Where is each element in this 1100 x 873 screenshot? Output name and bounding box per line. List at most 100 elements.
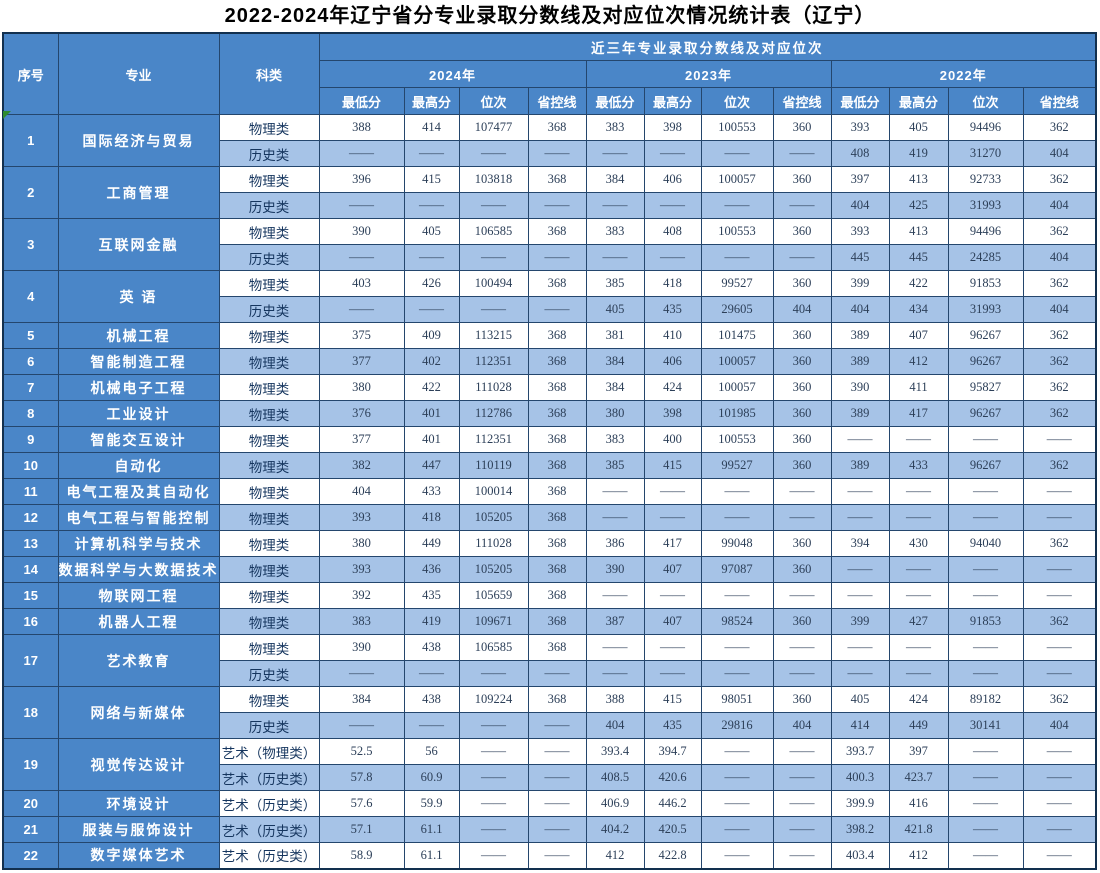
score-value-cell: 418 — [643, 270, 702, 297]
subject-category: 历史类 — [218, 192, 320, 219]
score-value-cell: 368 — [527, 322, 587, 349]
score-value-cell: 383 — [585, 218, 645, 245]
score-value-cell: —— — [458, 660, 529, 687]
score-value-cell: 98524 — [700, 608, 774, 635]
header-rank-2024: 位次 — [458, 87, 529, 115]
score-value-cell: 110119 — [458, 452, 529, 479]
score-value-cell: 377 — [318, 426, 405, 453]
score-value-cell: —— — [1022, 426, 1097, 453]
score-value-cell: —— — [527, 244, 587, 271]
score-value-cell: 107477 — [458, 114, 529, 141]
score-value-cell: 362 — [1022, 348, 1097, 375]
score-value-cell: 111028 — [458, 374, 529, 401]
score-value-cell: —— — [947, 426, 1024, 453]
score-value-cell: 433 — [403, 478, 460, 505]
score-value-cell: 31270 — [947, 140, 1024, 167]
score-value-cell: 360 — [772, 686, 832, 713]
major-name: 智能交互设计 — [57, 426, 220, 453]
score-value-cell: 382 — [318, 452, 405, 479]
score-value-cell: 433 — [888, 452, 949, 479]
score-value-cell: —— — [585, 634, 645, 661]
major-name: 物联网工程 — [57, 582, 220, 609]
score-value-cell: —— — [643, 140, 702, 167]
score-value-cell: —— — [947, 582, 1024, 609]
score-value-cell: —— — [458, 738, 529, 765]
header-seq: 序号 — [2, 32, 59, 115]
score-value-cell: 360 — [772, 400, 832, 427]
score-value-cell: 385 — [585, 270, 645, 297]
score-value-cell: 399 — [830, 608, 890, 635]
score-value-cell: 94496 — [947, 218, 1024, 245]
score-value-cell: 390 — [318, 634, 405, 661]
score-value-cell: 100494 — [458, 270, 529, 297]
header-span: 近三年专业录取分数线及对应位次 — [318, 32, 1097, 61]
score-value-cell: 413 — [888, 218, 949, 245]
score-value-cell: —— — [1022, 556, 1097, 583]
score-value-cell: 360 — [772, 218, 832, 245]
row-seq-number: 19 — [2, 738, 59, 791]
row-seq-number: 15 — [2, 582, 59, 609]
score-value-cell: 407 — [643, 556, 702, 583]
subject-category: 物理类 — [218, 478, 320, 505]
score-value-cell: —— — [643, 634, 702, 661]
score-value-cell: —— — [643, 244, 702, 271]
subject-category: 物理类 — [218, 218, 320, 245]
score-value-cell: —— — [700, 140, 774, 167]
score-value-cell: 360 — [772, 166, 832, 193]
subject-category: 物理类 — [218, 530, 320, 557]
score-value-cell: —— — [888, 660, 949, 687]
score-value-cell: —— — [585, 660, 645, 687]
score-value-cell: 415 — [403, 166, 460, 193]
score-value-cell: —— — [585, 244, 645, 271]
score-value-cell: —— — [947, 738, 1024, 765]
score-value-cell: —— — [458, 816, 529, 843]
row-seq-number: 2 — [2, 166, 59, 219]
score-value-cell: 362 — [1022, 218, 1097, 245]
score-value-cell: 404 — [830, 296, 890, 323]
score-value-cell: 387 — [585, 608, 645, 635]
major-name: 电气工程及其自动化 — [57, 478, 220, 505]
score-value-cell: 103818 — [458, 166, 529, 193]
score-value-cell: —— — [527, 842, 587, 869]
score-value-cell: 368 — [527, 400, 587, 427]
table-row: 10 自动化 物理类 382 447 110119 368 385 415 99527 360 389… — [2, 452, 1097, 479]
row-seq-number: 7 — [2, 374, 59, 401]
score-value-cell: —— — [700, 244, 774, 271]
score-value-cell: 100553 — [700, 426, 774, 453]
score-value-cell: 404 — [585, 712, 645, 739]
score-value-cell: 384 — [585, 166, 645, 193]
score-value-cell: —— — [772, 842, 832, 869]
table-row: 历史类 —— —— —— —— —— —— —— —— 408 419 31270 404 — [3, 140, 1097, 167]
score-value-cell: —— — [700, 478, 774, 505]
score-value-cell: —— — [585, 582, 645, 609]
major-name: 自动化 — [57, 452, 220, 479]
row-seq-number: 6 — [2, 348, 59, 375]
score-value-cell: 362 — [1022, 452, 1097, 479]
score-value-cell: 420.5 — [643, 816, 702, 843]
table-row: 7 机械电子工程 物理类 380 422 111028 368 384 424 100057 360… — [2, 374, 1097, 401]
score-value-cell: 97087 — [700, 556, 774, 583]
score-value-cell: 360 — [772, 556, 832, 583]
score-value-cell: 368 — [527, 348, 587, 375]
score-value-cell: —— — [772, 244, 832, 271]
row-seq-number: 20 — [2, 790, 59, 817]
major-name: 工业设计 — [57, 400, 220, 427]
score-value-cell: 399 — [830, 270, 890, 297]
score-value-cell: 362 — [1022, 374, 1097, 401]
score-value-cell: 368 — [527, 634, 587, 661]
score-value-cell: —— — [830, 634, 890, 661]
score-value-cell: 94496 — [947, 114, 1024, 141]
score-value-cell: —— — [527, 296, 587, 323]
row-seq-number: 14 — [2, 556, 59, 583]
score-value-cell: —— — [458, 244, 529, 271]
score-value-cell: 408.5 — [585, 764, 645, 791]
row-seq-number: 11 — [2, 478, 59, 505]
major-name: 国际经济与贸易 — [57, 114, 220, 167]
row-seq-number: 8 — [2, 400, 59, 427]
score-value-cell: 368 — [527, 686, 587, 713]
score-value-cell: 417 — [888, 400, 949, 427]
score-value-cell: —— — [643, 660, 702, 687]
score-value-cell: —— — [318, 660, 405, 687]
score-value-cell: 100014 — [458, 478, 529, 505]
score-value-cell: 386 — [585, 530, 645, 557]
